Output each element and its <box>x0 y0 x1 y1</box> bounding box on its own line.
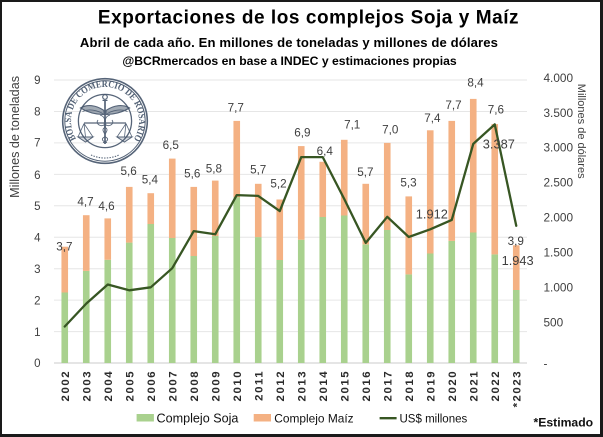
svg-text:4,7: 4,7 <box>77 196 93 209</box>
svg-text:1.000: 1.000 <box>544 280 574 294</box>
svg-text:Exportaciones de los complejos: Exportaciones de los complejos Soja y Ma… <box>98 7 519 28</box>
svg-text:5,8: 5,8 <box>206 163 222 176</box>
svg-text:6,4: 6,4 <box>317 145 334 158</box>
svg-text:8: 8 <box>34 106 40 118</box>
svg-text:-: - <box>544 357 548 371</box>
svg-text:7,7: 7,7 <box>228 102 244 115</box>
svg-text:2015: 2015 <box>339 370 351 402</box>
svg-text:2: 2 <box>34 295 40 307</box>
svg-text:2008: 2008 <box>189 370 201 402</box>
svg-text:@BCRmercados en base a INDEC y: @BCRmercados en base a INDEC y estimacio… <box>122 54 457 68</box>
svg-text:7: 7 <box>34 138 40 150</box>
svg-text:2010: 2010 <box>232 370 244 402</box>
svg-text:5,6: 5,6 <box>184 167 200 180</box>
svg-text:7,4: 7,4 <box>424 112 441 125</box>
svg-text:7,7: 7,7 <box>445 99 461 112</box>
svg-text:4,6: 4,6 <box>98 200 114 213</box>
svg-text:3: 3 <box>34 264 40 276</box>
svg-text:Complejo Soja: Complejo Soja <box>157 412 239 426</box>
svg-text:US$ millones: US$ millones <box>400 414 468 426</box>
svg-text:2012: 2012 <box>275 370 287 402</box>
svg-text:2018: 2018 <box>404 370 416 402</box>
svg-text:2021: 2021 <box>468 370 480 402</box>
svg-text:1.912: 1.912 <box>416 206 448 221</box>
svg-text:3,9: 3,9 <box>508 235 524 248</box>
svg-text:2009: 2009 <box>210 370 222 402</box>
svg-text:*Estimado: *Estimado <box>534 416 594 430</box>
svg-text:2005: 2005 <box>124 370 136 402</box>
svg-text:4.000: 4.000 <box>544 71 574 85</box>
svg-text:2013: 2013 <box>296 370 308 402</box>
svg-text:5,7: 5,7 <box>250 163 266 176</box>
svg-text:5,4: 5,4 <box>142 174 159 187</box>
svg-text:5,3: 5,3 <box>400 177 416 190</box>
svg-text:2016: 2016 <box>361 370 373 402</box>
svg-text:Millones de toneladas: Millones de toneladas <box>8 76 22 198</box>
svg-text:5,2: 5,2 <box>270 178 286 191</box>
svg-text:3.387: 3.387 <box>483 136 515 151</box>
svg-text:6,5: 6,5 <box>163 139 180 152</box>
svg-text:5,7: 5,7 <box>357 166 373 179</box>
svg-text:2003: 2003 <box>81 370 93 402</box>
svg-text:2017: 2017 <box>382 370 394 402</box>
svg-text:2006: 2006 <box>146 370 158 402</box>
svg-text:6: 6 <box>34 170 40 182</box>
svg-text:0: 0 <box>34 358 40 370</box>
svg-text:9: 9 <box>34 75 40 87</box>
svg-text:2.500: 2.500 <box>544 176 574 190</box>
svg-text:6,9: 6,9 <box>294 127 310 140</box>
svg-text:1.500: 1.500 <box>544 246 574 260</box>
svg-text:8,4: 8,4 <box>467 77 484 90</box>
svg-text:3.000: 3.000 <box>544 140 574 154</box>
svg-text:2019: 2019 <box>425 370 437 402</box>
svg-text:Complejo Maíz: Complejo Maíz <box>274 412 353 426</box>
svg-text:2014: 2014 <box>318 370 330 402</box>
svg-text:2.000: 2.000 <box>544 210 574 224</box>
svg-text:7,6: 7,6 <box>488 104 504 117</box>
svg-text:1.943: 1.943 <box>502 253 534 268</box>
svg-text:3.500: 3.500 <box>544 106 574 120</box>
svg-text:2022: 2022 <box>490 370 502 402</box>
svg-text:2020: 2020 <box>447 370 459 402</box>
svg-text:1: 1 <box>34 327 40 339</box>
svg-text:5: 5 <box>34 201 40 213</box>
svg-text:4: 4 <box>34 233 41 245</box>
svg-text:5,6: 5,6 <box>120 165 136 178</box>
svg-text:2004: 2004 <box>103 370 115 402</box>
svg-text:2007: 2007 <box>167 370 179 402</box>
svg-text:Millones de dólares: Millones de dólares <box>575 84 587 179</box>
svg-text:3,7: 3,7 <box>56 240 72 253</box>
svg-text:500: 500 <box>544 316 564 330</box>
svg-text:2011: 2011 <box>253 370 265 401</box>
svg-text:7,0: 7,0 <box>382 123 399 136</box>
svg-text:2002: 2002 <box>60 370 72 402</box>
svg-text:7,1: 7,1 <box>344 118 360 131</box>
svg-text:*2023: *2023 <box>511 370 523 408</box>
svg-text:Abril de cada año. En millones: Abril de cada año. En millones de tonela… <box>80 35 498 50</box>
